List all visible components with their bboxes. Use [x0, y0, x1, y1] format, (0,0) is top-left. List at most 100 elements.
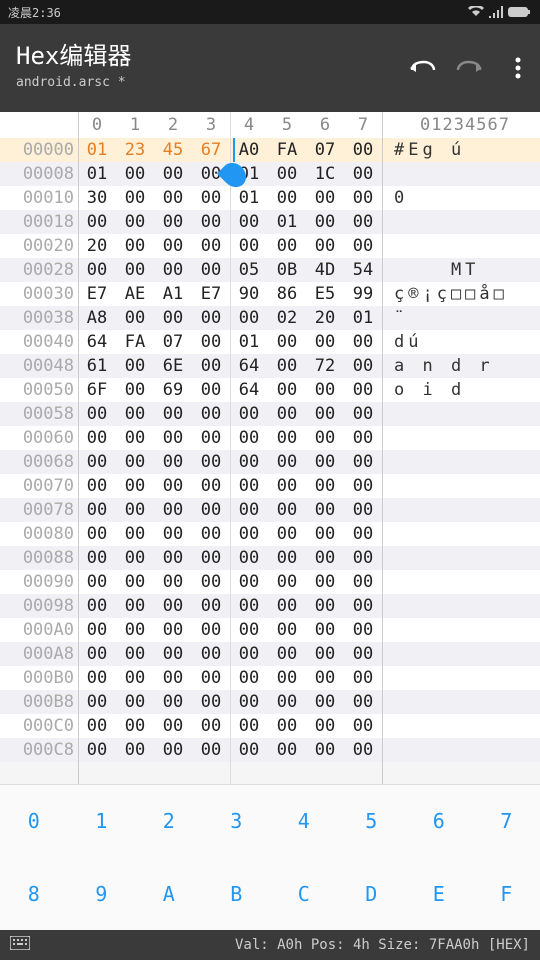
hex-row[interactable]: 000980000000000000000: [0, 594, 540, 618]
hex-byte[interactable]: 00: [116, 164, 154, 184]
hex-byte[interactable]: 00: [78, 404, 116, 424]
hex-byte[interactable]: 64: [230, 380, 268, 400]
hex-byte[interactable]: 00: [306, 332, 344, 352]
redo-button[interactable]: [456, 54, 484, 82]
hex-byte[interactable]: 00: [306, 452, 344, 472]
hex-byte[interactable]: 00: [192, 548, 230, 568]
hex-byte[interactable]: 01: [78, 140, 116, 160]
hex-byte[interactable]: 00: [192, 380, 230, 400]
hex-byte[interactable]: 00: [344, 596, 382, 616]
hex-row[interactable]: 000680000000000000000: [0, 450, 540, 474]
hex-byte[interactable]: 00: [154, 740, 192, 760]
hex-row[interactable]: 0004064FA070001000000dú: [0, 330, 540, 354]
undo-button[interactable]: [408, 54, 436, 82]
hex-byte[interactable]: 00: [78, 596, 116, 616]
hex-byte[interactable]: 00: [306, 620, 344, 640]
hex-byte[interactable]: 00: [116, 740, 154, 760]
hex-byte[interactable]: 20: [306, 308, 344, 328]
hex-byte[interactable]: 00: [192, 356, 230, 376]
hex-byte[interactable]: 00: [116, 644, 154, 664]
hex-byte[interactable]: 00: [268, 236, 306, 256]
keyboard-toggle[interactable]: [10, 936, 30, 954]
hex-byte[interactable]: 00: [78, 212, 116, 232]
hex-byte[interactable]: 61: [78, 356, 116, 376]
hex-byte[interactable]: FA: [116, 332, 154, 352]
hex-byte[interactable]: 00: [116, 404, 154, 424]
hex-byte[interactable]: 00: [78, 572, 116, 592]
hex-byte[interactable]: 00: [154, 644, 192, 664]
hex-byte[interactable]: 00: [154, 236, 192, 256]
hex-byte[interactable]: 00: [192, 572, 230, 592]
hex-byte[interactable]: 00: [344, 140, 382, 160]
hex-byte[interactable]: 00: [116, 188, 154, 208]
hex-byte[interactable]: 00: [192, 596, 230, 616]
hex-byte[interactable]: 00: [306, 716, 344, 736]
hex-byte[interactable]: 07: [154, 332, 192, 352]
hex-byte[interactable]: 00: [306, 740, 344, 760]
hex-byte[interactable]: 00: [192, 524, 230, 544]
hex-byte[interactable]: 00: [116, 668, 154, 688]
hex-byte[interactable]: 00: [268, 596, 306, 616]
hex-byte[interactable]: 00: [78, 428, 116, 448]
hex-byte[interactable]: 00: [344, 356, 382, 376]
hex-byte[interactable]: 00: [154, 548, 192, 568]
hex-byte[interactable]: 00: [192, 692, 230, 712]
hex-byte[interactable]: 00: [192, 212, 230, 232]
hex-byte[interactable]: 64: [78, 332, 116, 352]
hex-byte[interactable]: 00: [78, 740, 116, 760]
hex-byte[interactable]: 00: [306, 500, 344, 520]
key-6[interactable]: 6: [405, 785, 473, 858]
hex-row[interactable]: 000B00000000000000000: [0, 666, 540, 690]
hex-byte[interactable]: 00: [154, 692, 192, 712]
hex-byte[interactable]: 6F: [78, 380, 116, 400]
hex-byte[interactable]: A0: [230, 140, 268, 160]
hex-byte[interactable]: 00: [306, 596, 344, 616]
hex-byte[interactable]: 00: [154, 428, 192, 448]
hex-byte[interactable]: 00: [344, 572, 382, 592]
hex-row[interactable]: 000780000000000000000: [0, 498, 540, 522]
hex-byte[interactable]: 00: [116, 572, 154, 592]
hex-byte[interactable]: 00: [268, 572, 306, 592]
hex-byte[interactable]: 00: [78, 476, 116, 496]
hex-byte[interactable]: 00: [344, 716, 382, 736]
ascii-text[interactable]: dú: [382, 332, 540, 352]
hex-byte[interactable]: 00: [230, 548, 268, 568]
hex-byte[interactable]: 00: [154, 716, 192, 736]
hex-byte[interactable]: 00: [268, 452, 306, 472]
hex-byte[interactable]: 00: [268, 428, 306, 448]
hex-byte[interactable]: 00: [230, 596, 268, 616]
hex-byte[interactable]: 00: [344, 644, 382, 664]
hex-byte[interactable]: 00: [268, 380, 306, 400]
hex-byte[interactable]: 00: [154, 212, 192, 232]
hex-byte[interactable]: 00: [230, 404, 268, 424]
hex-byte[interactable]: 00: [306, 524, 344, 544]
hex-byte[interactable]: 00: [268, 356, 306, 376]
hex-byte[interactable]: 00: [154, 620, 192, 640]
hex-byte[interactable]: 00: [268, 332, 306, 352]
hex-row[interactable]: 000A80000000000000000: [0, 642, 540, 666]
hex-row[interactable]: 000C80000000000000000: [0, 738, 540, 762]
hex-byte[interactable]: A1: [154, 284, 192, 304]
hex-byte[interactable]: 00: [268, 524, 306, 544]
hex-row[interactable]: 000600000000000000000: [0, 426, 540, 450]
hex-byte[interactable]: 00: [116, 380, 154, 400]
hex-row[interactable]: 000700000000000000000: [0, 474, 540, 498]
hex-row[interactable]: 0001030000000010000000: [0, 186, 540, 210]
hex-byte[interactable]: 00: [192, 332, 230, 352]
hex-byte[interactable]: AE: [116, 284, 154, 304]
hex-byte[interactable]: 23: [116, 140, 154, 160]
ascii-text[interactable]: a n d r: [382, 356, 540, 376]
hex-byte[interactable]: 00: [154, 188, 192, 208]
key-2[interactable]: 2: [135, 785, 203, 858]
hex-byte[interactable]: 00: [306, 212, 344, 232]
hex-byte[interactable]: 00: [268, 740, 306, 760]
ascii-text[interactable]: o i d: [382, 380, 540, 400]
key-7[interactable]: 7: [473, 785, 540, 858]
hex-row[interactable]: 000180000000000010000: [0, 210, 540, 234]
ascii-text[interactable]: #Eg ú: [382, 140, 540, 160]
hex-byte[interactable]: 00: [344, 332, 382, 352]
hex-byte[interactable]: 00: [268, 692, 306, 712]
hex-row[interactable]: 000080100000001001C00: [0, 162, 540, 186]
key-E[interactable]: E: [405, 858, 473, 931]
hex-byte[interactable]: 00: [306, 572, 344, 592]
